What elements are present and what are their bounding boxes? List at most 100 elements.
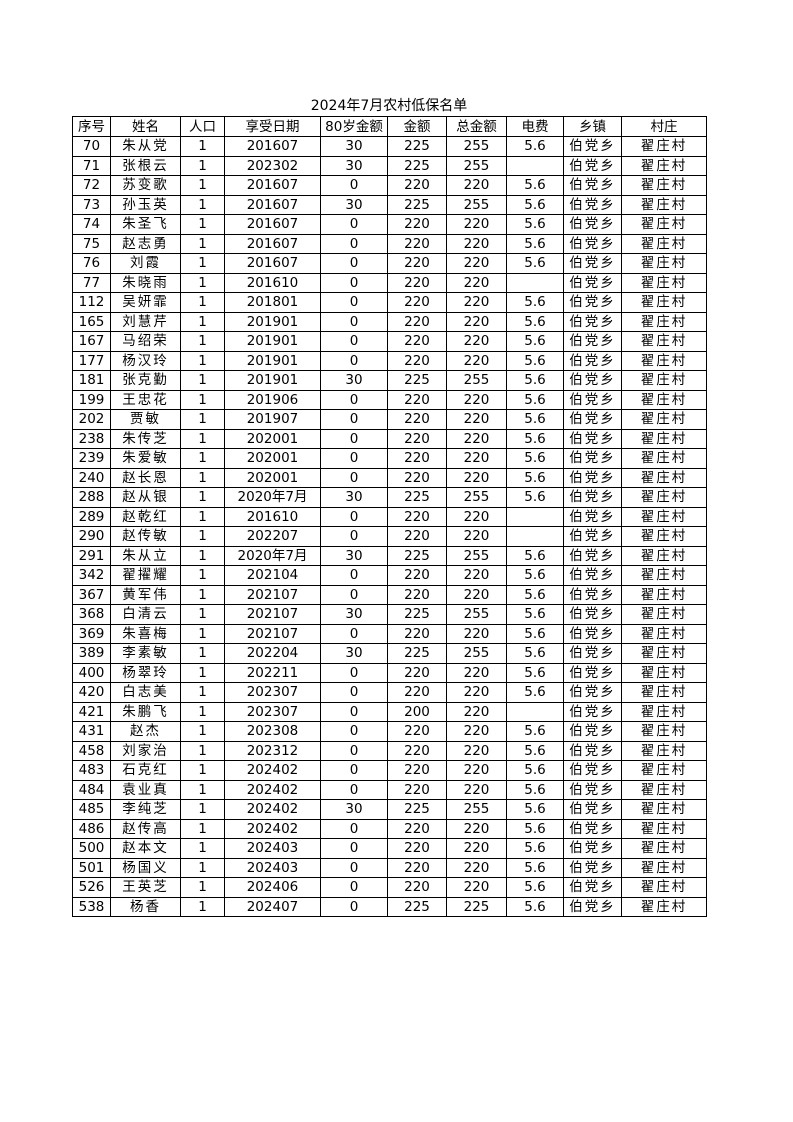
cell-village: 翟庄村 [621, 721, 707, 742]
cell-township: 伯党乡 [563, 623, 622, 644]
cell-total-amount: 255 [446, 545, 507, 566]
cell-name: 赵传敏 [110, 526, 181, 547]
cell-start-date: 201906 [224, 389, 321, 410]
cell-electricity-fee [506, 155, 564, 176]
header-row: 序号 姓名 人口 享受日期 80岁金额 金额 总金额 电费 乡镇 村庄 [72, 116, 707, 137]
table-row: 238 朱传芝 1 202001 0 220 220 5.6 伯党乡 翟庄村 [72, 428, 707, 449]
cell-population: 1 [180, 409, 225, 430]
cell-electricity-fee: 5.6 [506, 292, 564, 313]
cell-amount: 220 [387, 292, 447, 313]
cell-population: 1 [180, 311, 225, 332]
cell-total-amount: 220 [446, 818, 507, 839]
cell-seq: 291 [72, 545, 111, 566]
cell-start-date: 202001 [224, 428, 321, 449]
cell-population: 1 [180, 662, 225, 683]
cell-age80-amount: 0 [320, 272, 388, 293]
cell-age80-amount: 0 [320, 740, 388, 761]
cell-village: 翟庄村 [621, 155, 707, 176]
cell-electricity-fee: 5.6 [506, 584, 564, 605]
cell-seq: 389 [72, 643, 111, 664]
page-title: 2024年7月农村低保名单 [310, 98, 468, 114]
cell-total-amount: 220 [446, 350, 507, 371]
cell-total-amount: 255 [446, 643, 507, 664]
cell-village: 翟庄村 [621, 467, 707, 488]
cell-age80-amount: 0 [320, 214, 388, 235]
table-row: 526 王英芝 1 202406 0 220 220 5.6 伯党乡 翟庄村 [72, 877, 707, 898]
cell-seq: 181 [72, 370, 111, 391]
cell-village: 翟庄村 [621, 740, 707, 761]
cell-village: 翟庄村 [621, 428, 707, 449]
cell-population: 1 [180, 896, 225, 917]
cell-electricity-fee [506, 701, 564, 722]
cell-start-date: 202402 [224, 760, 321, 781]
table-row: 420 白志美 1 202307 0 220 220 5.6 伯党乡 翟庄村 [72, 682, 707, 703]
cell-population: 1 [180, 233, 225, 254]
cell-population: 1 [180, 584, 225, 605]
cell-amount: 220 [387, 877, 447, 898]
cell-name: 朱圣飞 [110, 214, 181, 235]
cell-village: 翟庄村 [621, 292, 707, 313]
cell-total-amount: 255 [446, 136, 507, 157]
cell-start-date: 202308 [224, 721, 321, 742]
cell-start-date: 201607 [224, 253, 321, 274]
cell-electricity-fee [506, 272, 564, 293]
table-row: 421 朱鹏飞 1 202307 0 200 220 伯党乡 翟庄村 [72, 701, 707, 722]
cell-electricity-fee: 5.6 [506, 604, 564, 625]
cell-population: 1 [180, 467, 225, 488]
table-row: 73 孙玉英 1 201607 30 225 255 5.6 伯党乡 翟庄村 [72, 194, 707, 215]
cell-township: 伯党乡 [563, 760, 622, 781]
cell-age80-amount: 0 [320, 838, 388, 859]
cell-amount: 220 [387, 448, 447, 469]
cell-village: 翟庄村 [621, 136, 707, 157]
cell-seq: 526 [72, 877, 111, 898]
cell-age80-amount: 0 [320, 350, 388, 371]
cell-name: 赵传高 [110, 818, 181, 839]
cell-electricity-fee: 5.6 [506, 331, 564, 352]
cell-age80-amount: 0 [320, 584, 388, 605]
cell-township: 伯党乡 [563, 877, 622, 898]
table-row: 167 马绍荣 1 201901 0 220 220 5.6 伯党乡 翟庄村 [72, 331, 707, 352]
cell-total-amount: 220 [446, 448, 507, 469]
cell-township: 伯党乡 [563, 350, 622, 371]
cell-village: 翟庄村 [621, 448, 707, 469]
cell-name: 杨汉玲 [110, 350, 181, 371]
cell-total-amount: 220 [446, 409, 507, 430]
cell-village: 翟庄村 [621, 311, 707, 332]
cell-population: 1 [180, 545, 225, 566]
cell-village: 翟庄村 [621, 233, 707, 254]
cell-name: 王忠花 [110, 389, 181, 410]
cell-amount: 220 [387, 175, 447, 196]
cell-seq: 165 [72, 311, 111, 332]
cell-population: 1 [180, 506, 225, 527]
cell-seq: 289 [72, 506, 111, 527]
cell-seq: 486 [72, 818, 111, 839]
table-row: 458 刘家治 1 202312 0 220 220 5.6 伯党乡 翟庄村 [72, 740, 707, 761]
cell-start-date: 201610 [224, 272, 321, 293]
cell-amount: 220 [387, 253, 447, 274]
cell-electricity-fee: 5.6 [506, 857, 564, 878]
cell-population: 1 [180, 175, 225, 196]
column-header-name: 姓名 [110, 116, 181, 137]
cell-name: 朱从党 [110, 136, 181, 157]
table-row: 289 赵乾红 1 201610 0 220 220 伯党乡 翟庄村 [72, 506, 707, 527]
table-row: 75 赵志勇 1 201607 0 220 220 5.6 伯党乡 翟庄村 [72, 233, 707, 254]
cell-name: 苏变歌 [110, 175, 181, 196]
cell-population: 1 [180, 448, 225, 469]
cell-population: 1 [180, 428, 225, 449]
cell-total-amount: 220 [446, 467, 507, 488]
cell-name: 朱传芝 [110, 428, 181, 449]
cell-electricity-fee [506, 506, 564, 527]
cell-start-date: 202307 [224, 682, 321, 703]
cell-electricity-fee: 5.6 [506, 740, 564, 761]
cell-electricity-fee: 5.6 [506, 350, 564, 371]
cell-village: 翟庄村 [621, 760, 707, 781]
cell-township: 伯党乡 [563, 155, 622, 176]
column-header-age80-amount: 80岁金额 [320, 116, 388, 137]
column-header-village: 村庄 [621, 116, 707, 137]
cell-start-date: 2020年7月 [224, 487, 321, 508]
cell-amount: 220 [387, 838, 447, 859]
cell-population: 1 [180, 857, 225, 878]
cell-population: 1 [180, 721, 225, 742]
cell-age80-amount: 30 [320, 643, 388, 664]
cell-age80-amount: 30 [320, 136, 388, 157]
